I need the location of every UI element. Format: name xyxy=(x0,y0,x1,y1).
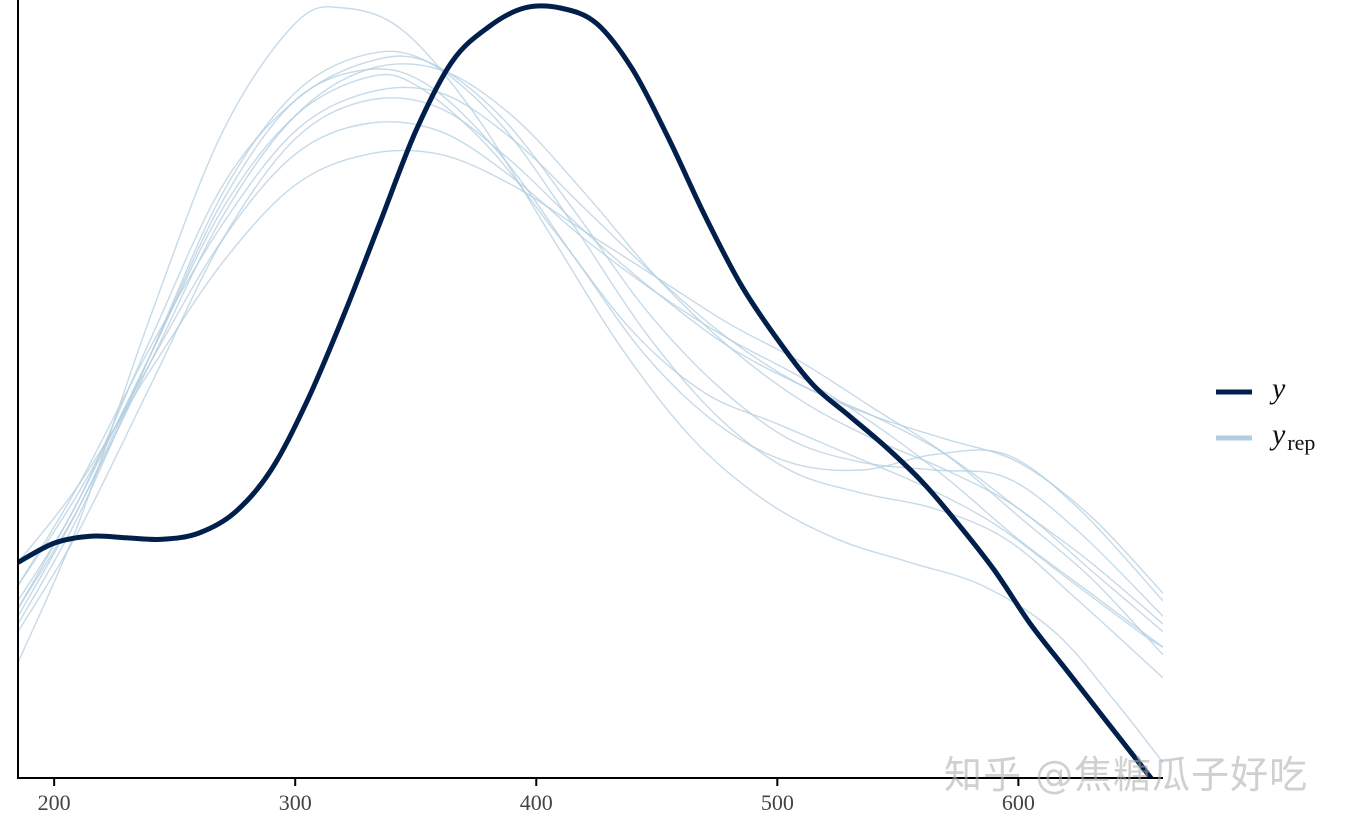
replicate-density-line-3 xyxy=(18,149,1163,656)
replicate-density-line-1 xyxy=(18,73,1163,648)
replicate-density-line-5 xyxy=(18,6,1163,764)
legend: y yrep xyxy=(1216,372,1315,455)
replicate-density-line-8 xyxy=(18,86,1163,594)
legend-label-yrep-main: y xyxy=(1269,418,1286,451)
replicate-density-line-2 xyxy=(18,121,1163,648)
legend-label-yrep-sub: rep xyxy=(1287,430,1315,455)
replicate-density-line-7 xyxy=(18,55,1163,617)
x-tick-label-300: 300 xyxy=(279,790,312,815)
replicate-density-line-6 xyxy=(18,97,1163,633)
observed-density-line-group xyxy=(18,3,1155,778)
watermark-text: 知乎 @焦糖瓜子好吃 xyxy=(944,753,1309,797)
x-tick-label-400: 400 xyxy=(520,790,553,815)
axes xyxy=(17,0,1163,779)
x-tick-label-600: 600 xyxy=(1002,790,1035,815)
legend-label-y: y xyxy=(1269,372,1286,405)
x-tick-label-500: 500 xyxy=(761,790,794,815)
replicate-density-lines xyxy=(18,6,1163,764)
observed-density-line xyxy=(18,3,1155,778)
legend-label-yrep: yrep xyxy=(1269,418,1315,455)
replicate-density-line-10 xyxy=(18,63,1163,633)
x-axis-ticks: 200 300 400 500 600 xyxy=(38,778,1035,815)
replicate-density-line-9 xyxy=(18,50,1163,679)
x-tick-label-200: 200 xyxy=(38,790,71,815)
